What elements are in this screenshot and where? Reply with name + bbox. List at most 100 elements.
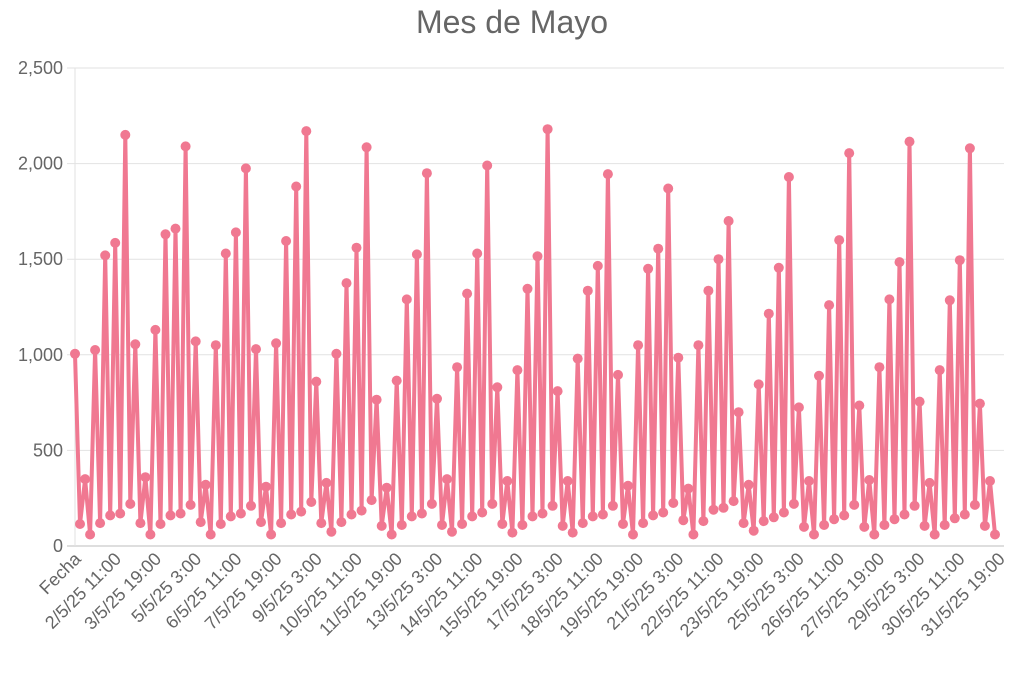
data-point	[834, 235, 845, 246]
data-point	[371, 394, 382, 405]
y-tick-label: 1,500	[18, 249, 63, 269]
data-point	[638, 518, 649, 529]
data-point	[648, 510, 659, 521]
data-point	[251, 344, 261, 355]
data-point	[477, 507, 488, 518]
data-point	[492, 382, 503, 393]
data-point	[869, 529, 880, 540]
data-point	[728, 496, 739, 507]
data-point	[316, 518, 327, 529]
data-point	[246, 500, 256, 511]
data-point	[587, 511, 598, 522]
data-point	[90, 345, 101, 355]
y-tick-label: 2,500	[18, 58, 63, 78]
data-point	[351, 242, 362, 253]
data-point	[266, 529, 277, 540]
data-point	[683, 483, 694, 494]
data-point	[768, 512, 779, 523]
series-line	[73, 127, 997, 537]
data-point	[924, 477, 935, 488]
data-point	[949, 513, 960, 524]
data-point	[447, 526, 457, 537]
data-point	[336, 517, 347, 528]
data-point	[346, 509, 357, 520]
data-point	[195, 517, 206, 528]
data-point	[979, 520, 990, 531]
data-point	[326, 526, 337, 537]
data-point	[552, 386, 563, 397]
data-point	[658, 507, 669, 518]
data-point	[502, 476, 513, 486]
data-point	[804, 476, 814, 486]
data-point	[602, 169, 613, 180]
data-point	[990, 529, 1000, 540]
y-tick-label: 1,000	[18, 345, 63, 365]
data-point	[432, 393, 442, 404]
data-point	[135, 518, 146, 529]
data-point	[366, 495, 377, 506]
data-point	[753, 379, 764, 390]
data-point	[190, 336, 201, 347]
data-point	[517, 520, 528, 530]
data-point	[723, 216, 734, 226]
data-point	[889, 514, 900, 525]
data-point	[738, 518, 749, 529]
data-point	[824, 300, 835, 311]
chart-title: Mes de Mayo	[415, 4, 609, 40]
data-point	[240, 163, 251, 174]
data-point	[809, 529, 819, 540]
data-point	[437, 520, 447, 530]
data-point	[783, 172, 794, 182]
data-point	[793, 402, 804, 413]
data-point	[381, 482, 392, 493]
data-point	[396, 520, 407, 530]
data-point	[256, 517, 266, 528]
data-point	[110, 237, 121, 248]
data-point	[854, 400, 865, 411]
data-point	[225, 511, 236, 522]
data-point	[200, 479, 211, 490]
data-point	[542, 124, 553, 135]
data-point	[105, 510, 116, 521]
y-tick-label: 500	[33, 440, 63, 460]
data-point	[879, 520, 890, 530]
data-point	[577, 518, 588, 529]
data-point	[296, 506, 307, 517]
data-point	[527, 511, 538, 522]
data-point	[457, 519, 468, 529]
data-point	[487, 498, 498, 509]
data-point	[572, 353, 583, 364]
data-point	[215, 519, 226, 529]
data-point	[155, 519, 166, 529]
data-point	[969, 499, 980, 510]
data-point	[763, 308, 774, 319]
data-point	[482, 160, 493, 171]
data-point	[663, 183, 674, 194]
data-point	[974, 398, 985, 409]
data-point	[115, 508, 126, 519]
data-point	[210, 340, 221, 351]
data-point	[829, 514, 840, 525]
data-point	[758, 516, 769, 527]
data-point	[904, 136, 915, 147]
data-point	[100, 250, 111, 261]
data-point	[185, 499, 196, 510]
data-point	[386, 529, 397, 540]
data-point	[894, 257, 905, 268]
data-point	[673, 352, 684, 363]
data-point	[452, 362, 463, 373]
data-point	[281, 236, 292, 246]
data-point	[718, 502, 729, 513]
data-point	[909, 500, 920, 511]
data-point	[814, 370, 824, 381]
data-point	[668, 498, 679, 508]
data-point	[401, 294, 412, 305]
data-point	[175, 508, 186, 519]
data-point	[582, 285, 593, 296]
data-point	[748, 525, 759, 536]
data-point	[819, 520, 830, 530]
data-point	[799, 521, 809, 532]
data-point	[743, 479, 754, 490]
data-point	[597, 509, 608, 520]
